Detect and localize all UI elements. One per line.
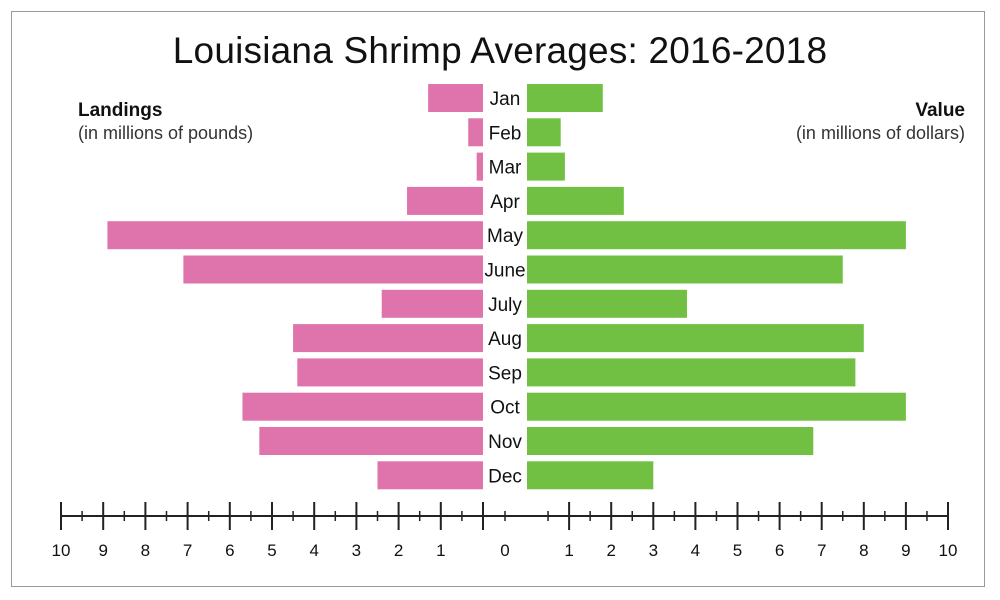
- value-bar-feb: [527, 118, 561, 147]
- month-label-aug: Aug: [488, 329, 522, 350]
- value-bar-july: [527, 289, 687, 318]
- left-tick-label: 1: [436, 541, 445, 560]
- chart-frame: [11, 11, 985, 587]
- right-tick-label: 5: [733, 541, 742, 560]
- landings-title: Landings: [78, 100, 163, 121]
- value-bar-mar: [527, 152, 565, 181]
- landings-bar-july: [381, 289, 483, 318]
- landings-bar-sep: [297, 358, 483, 387]
- month-label-nov: Nov: [488, 432, 522, 453]
- left-tick-label: 2: [394, 541, 403, 560]
- value-bar-apr: [527, 186, 624, 215]
- landings-subtitle: (in millions of pounds): [78, 123, 254, 143]
- value-bar-june: [527, 255, 843, 284]
- landings-bar-jan: [428, 84, 483, 112]
- landings-bar-apr: [407, 186, 483, 215]
- value-bar-jan: [527, 84, 603, 112]
- landings-bar-feb: [468, 118, 483, 147]
- value-bar-sep: [527, 358, 856, 387]
- value-title: Value: [915, 100, 965, 121]
- right-tick-label: 3: [649, 541, 658, 560]
- left-tick-label: 10: [52, 541, 71, 560]
- month-label-sep: Sep: [488, 363, 522, 384]
- month-label-july: July: [488, 295, 522, 316]
- month-label-may: May: [487, 226, 523, 247]
- value-bar-dec: [527, 461, 654, 490]
- right-tick-label: 10: [939, 541, 958, 560]
- left-tick-label: 6: [225, 541, 234, 560]
- value-subtitle: (in millions of dollars): [795, 123, 965, 143]
- landings-bar-june: [183, 255, 483, 284]
- value-bar-aug: [527, 324, 864, 353]
- left-tick-label: 3: [352, 541, 361, 560]
- right-tick-label: 7: [817, 541, 826, 560]
- landings-bar-nov: [259, 427, 483, 455]
- left-tick-label: 9: [98, 541, 107, 560]
- landings-bar-may: [107, 221, 484, 250]
- month-label-jan: Jan: [490, 89, 521, 110]
- chart-title: Louisiana Shrimp Averages: 2016-2018: [172, 30, 828, 71]
- left-tick-label: 8: [141, 541, 150, 560]
- right-tick-label: 9: [901, 541, 910, 560]
- value-bar-oct: [527, 392, 906, 421]
- right-tick-label: 2: [606, 541, 615, 560]
- right-tick-label: 4: [691, 541, 700, 560]
- right-tick-label: 6: [775, 541, 784, 560]
- right-tick-label: 1: [564, 541, 573, 560]
- landings-bar-aug: [293, 324, 483, 353]
- left-tick-label: 5: [267, 541, 276, 560]
- month-label-dec: Dec: [488, 466, 522, 487]
- left-tick-label: 4: [309, 541, 318, 560]
- right-tick-label: 8: [859, 541, 868, 560]
- landings-bar-mar: [476, 152, 483, 181]
- left-tick-label: 7: [183, 541, 192, 560]
- month-label-mar: Mar: [489, 158, 522, 179]
- month-label-feb: Feb: [489, 123, 522, 144]
- value-bar-nov: [527, 427, 814, 455]
- month-label-oct: Oct: [490, 398, 520, 419]
- month-label-apr: Apr: [490, 192, 520, 213]
- value-bar-may: [527, 221, 906, 250]
- left-tick-label: 0: [500, 541, 509, 560]
- landings-bar-oct: [242, 392, 483, 421]
- landings-bar-dec: [377, 461, 483, 490]
- month-label-june: June: [484, 261, 525, 282]
